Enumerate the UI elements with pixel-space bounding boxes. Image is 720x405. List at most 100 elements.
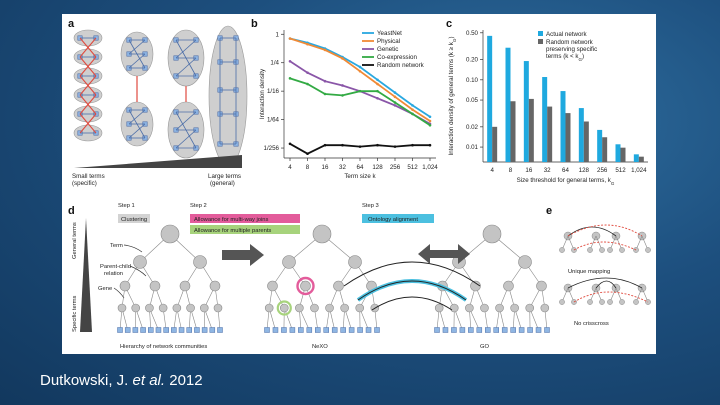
module-edge [128, 53, 146, 69]
term-node [633, 299, 639, 305]
chart-c-legend-label: terms (k < kG) [546, 53, 584, 62]
panel-a-label: a [68, 18, 75, 30]
term-node [193, 255, 207, 269]
chart-c-xtick-label: 64 [562, 167, 569, 174]
chart-c-xtick-label: 1,024 [631, 167, 647, 174]
chart-c-ytick-label: 0.01 [466, 144, 479, 151]
gene-node [201, 327, 208, 333]
chart-b-legend-label: Genetic [377, 46, 398, 53]
term-node [117, 303, 127, 313]
step2-label: Step 2 [190, 203, 207, 209]
chart-c-bar-0 [487, 35, 493, 162]
panel-b-label: b [251, 18, 258, 30]
chart-c-ylabel: Interaction density of general terms (k … [448, 36, 457, 155]
chart-b-ytick-label: 1/16 [267, 88, 280, 95]
chart-c-bar-1 [638, 156, 644, 162]
chart-b: 1 1/4 1/16 1/64 1/256 4 8 16 32 64 128 256 512 1,024 T… [259, 30, 438, 180]
chart-b-point [323, 92, 327, 96]
chart-b-point [393, 145, 397, 148]
gene-node [171, 327, 177, 333]
term-node [645, 247, 651, 253]
chart-c-bar-1 [528, 98, 534, 162]
module-edge [175, 39, 197, 77]
chart-b-xtick-label: 4 [288, 164, 292, 171]
chart-b-xtick-label: 32 [339, 164, 346, 171]
gene-node [155, 327, 162, 333]
chart-c-bar-0 [505, 47, 511, 162]
chart-b-point [341, 57, 344, 60]
term-node [518, 255, 532, 269]
term-node [282, 255, 296, 269]
chart-c-bar-0 [542, 77, 548, 162]
chart-b-point [341, 143, 344, 147]
chart-c-xtick-label: 256 [597, 167, 608, 174]
term-node [482, 224, 502, 244]
module-edge [128, 123, 146, 139]
chart-c-ytick-label: 0.50 [466, 30, 479, 37]
chart-c-bar-1 [620, 147, 626, 162]
citation-etal: et al. [132, 372, 166, 389]
term-node [495, 303, 504, 313]
chart-b-point [288, 37, 292, 40]
term-node [449, 303, 459, 313]
module-edge [175, 129, 197, 149]
no-crisscross-label: No crisscross [574, 321, 609, 327]
term-node [599, 299, 605, 305]
gene-node [544, 327, 550, 333]
specific-terms-label: Specific terms [72, 295, 78, 332]
chart-c-bar-1 [602, 137, 608, 162]
chart-b-point [411, 108, 414, 111]
term-node [325, 303, 334, 313]
chart-b-point [376, 78, 379, 82]
module-edge [128, 109, 146, 125]
gene-node [485, 327, 491, 333]
chart-b-point [411, 112, 414, 116]
term-node [186, 303, 195, 313]
crisscross-arc [567, 277, 643, 289]
term-node [149, 280, 161, 292]
term-label: Term [110, 243, 123, 249]
gene-node [124, 327, 131, 333]
module-edge [79, 94, 97, 115]
clustering-box [118, 214, 150, 223]
citation-year: 2012 [169, 372, 203, 389]
chart-b-xtick-label: 1,024 [422, 164, 438, 171]
chart-b-point [411, 104, 414, 107]
term-node [145, 303, 154, 313]
module-edge [79, 56, 97, 77]
term-node [333, 280, 344, 292]
gene-node [434, 327, 440, 333]
chart-b-point [376, 89, 379, 93]
term-node [279, 303, 289, 313]
term-node [607, 247, 613, 253]
clustering-text: Clustering [121, 217, 147, 223]
term-node [525, 303, 535, 313]
citation: Dutkowski, J. et al. 2012 [40, 372, 203, 389]
module-edge [128, 39, 146, 55]
chart-c-bar-0 [615, 144, 621, 162]
gene-node [132, 327, 139, 333]
gene-node [186, 327, 192, 333]
chart-c-legend-end: ) [582, 53, 584, 60]
module-edge [175, 111, 197, 131]
gene-node [374, 327, 380, 333]
gene-node [357, 327, 363, 333]
gene-node [272, 327, 279, 333]
term-node [619, 247, 625, 253]
gene-label: Gene [98, 286, 112, 292]
crisscross-arc-invalid [573, 291, 649, 303]
panel-e-label: e [546, 205, 552, 217]
chart-b-xtick-label: 128 [372, 164, 383, 171]
term-node [536, 280, 547, 292]
gene-node [535, 327, 542, 333]
chart-b-ytick-label: 1/64 [267, 117, 280, 124]
gene-node [451, 327, 457, 333]
panel-d-label: d [68, 205, 75, 217]
module-large [208, 25, 248, 167]
term-pointer [123, 244, 143, 253]
term-node [131, 303, 141, 313]
chart-b-point [376, 96, 379, 100]
gene-node [518, 327, 525, 333]
chart-b-ytick-label: 1/256 [264, 145, 280, 152]
chart-b-point [428, 119, 432, 123]
